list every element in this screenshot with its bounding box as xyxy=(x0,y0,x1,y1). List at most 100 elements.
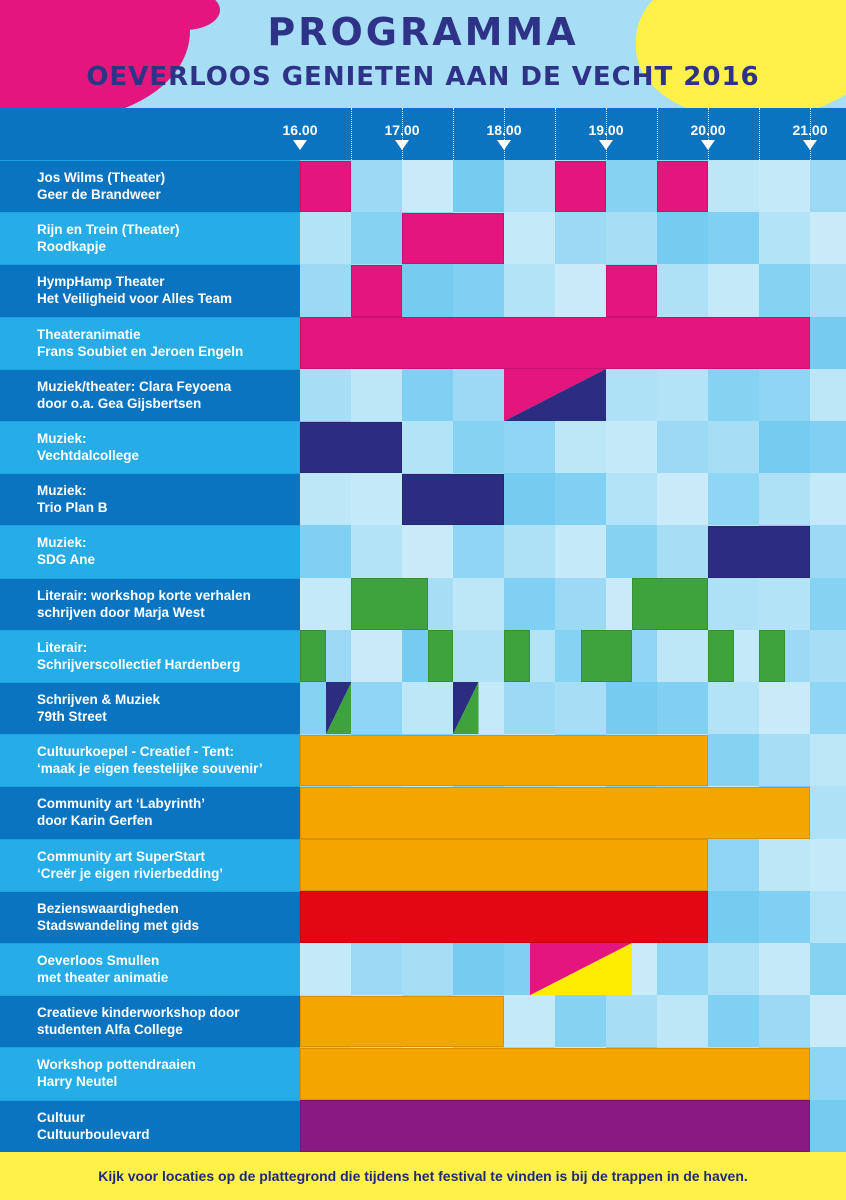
half-hour-divider xyxy=(810,108,811,160)
activity-detail: SDG Ane xyxy=(37,552,96,568)
grid-cell xyxy=(810,421,846,474)
grid-cell xyxy=(555,682,607,735)
upper-triangle xyxy=(504,368,606,421)
grid-cell xyxy=(708,577,760,631)
grid-cell xyxy=(759,577,811,631)
grid-cell xyxy=(759,943,811,996)
time-slot xyxy=(427,630,453,682)
grid-cell xyxy=(300,525,352,579)
grid-cell xyxy=(810,943,846,996)
time-arrow-icon xyxy=(395,140,409,150)
split-time-slot xyxy=(325,682,351,735)
time-slot xyxy=(300,317,810,369)
grid-cell xyxy=(708,421,760,474)
grid-cell xyxy=(810,682,846,735)
grid-cell xyxy=(759,473,811,526)
grid-cell xyxy=(504,160,556,213)
grid-cell xyxy=(810,1047,846,1101)
grid-cell xyxy=(606,368,658,422)
activity-detail: Geer de Brandweer xyxy=(37,187,161,202)
activity-label: Muziek/theater: Clara Feyoena door o.a. G… xyxy=(0,368,300,422)
time-arrow-icon xyxy=(293,140,307,150)
activity-detail: schrijven door Marja West xyxy=(37,604,205,620)
activity-label: Literair: Schrijverscollectief Hardenberg xyxy=(0,629,300,683)
activity-name: Workshop pottendraaien xyxy=(37,1057,196,1073)
grid-cell xyxy=(504,995,556,1048)
grid-cell xyxy=(402,421,454,474)
activity-label: Oeverloos Smullen met theater animatie xyxy=(0,943,300,996)
grid-cell xyxy=(351,160,403,213)
time-slot xyxy=(402,212,504,265)
time-arrow-icon xyxy=(803,140,817,150)
half-hour-divider xyxy=(402,108,403,160)
header: PROGRAMMA OEVERLOOS GENIETEN AAN DE VECH… xyxy=(0,0,846,108)
time-slot xyxy=(351,264,402,317)
grid-cell xyxy=(453,160,505,213)
grid-cell xyxy=(657,264,709,318)
grid-cell xyxy=(300,473,352,526)
grid-cell xyxy=(351,473,403,526)
time-slot xyxy=(606,264,657,317)
activity-detail: Harry Neutel xyxy=(37,1074,118,1090)
grid-cell xyxy=(810,995,846,1048)
grid-cell xyxy=(453,421,505,474)
grid-cell xyxy=(657,995,709,1048)
time-slot xyxy=(580,630,632,682)
page-title: PROGRAMMA xyxy=(267,10,579,54)
time-slot xyxy=(300,995,504,1048)
half-hour-divider xyxy=(606,108,607,160)
activity-detail: Het Veiligheid voor Alles Team xyxy=(37,291,233,307)
grid-cell xyxy=(453,577,505,631)
activity-label: HympHamp Theater Het Veiligheid voor Alle… xyxy=(0,264,300,317)
activity-name: Theateranimatie xyxy=(37,326,141,342)
activity-detail: Trio Plan B xyxy=(37,500,108,516)
time-arrow-icon xyxy=(497,140,511,150)
grid-cell xyxy=(810,838,846,892)
half-hour-divider xyxy=(708,108,709,160)
activity-label: Theateranimatie Frans Soubiet en Jeroen E… xyxy=(0,316,300,370)
activity-detail: Cultuurboulevard xyxy=(37,1126,150,1142)
half-hour-divider xyxy=(759,108,760,160)
grid-cell xyxy=(504,421,556,474)
split-time-slot xyxy=(504,368,606,421)
activity-label: Creatieve kinderworkshop door studenten A… xyxy=(0,995,300,1048)
activity-detail: Schrijverscollectief Hardenberg xyxy=(37,656,241,672)
grid-cell xyxy=(606,421,658,474)
grid-cell xyxy=(810,473,846,526)
grid-cell xyxy=(708,368,760,422)
activity-detail: Stadswandeling met gids xyxy=(37,917,200,933)
activity-label: Community art ‘Labyrinth’ door Karin Gerf… xyxy=(0,786,300,839)
time-slot xyxy=(300,160,351,213)
grid-cell xyxy=(351,682,403,735)
time-slot xyxy=(351,578,428,630)
time-slot xyxy=(300,1047,810,1100)
grid-cell xyxy=(504,577,556,631)
activity-detail: studenten Alfa College xyxy=(37,1022,183,1038)
activity-name: Creatieve kinderworkshop door xyxy=(37,1005,240,1021)
grid-cell xyxy=(759,368,811,422)
upper-triangle xyxy=(453,682,479,735)
activity-name: Cultuurkoepel - Creatief - Tent: xyxy=(37,744,235,760)
grid-cell xyxy=(708,734,760,787)
time-arrow-icon xyxy=(599,140,613,150)
grid-cell xyxy=(300,368,352,422)
activity-name: HympHamp Theater xyxy=(37,274,165,290)
time-label: 18.00 xyxy=(486,122,522,138)
grid-cell xyxy=(555,421,607,474)
activity-label: Cultuurkoepel - Creatief - Tent: ‘maak je… xyxy=(0,734,300,787)
activity-label: Workshop pottendraaien Harry Neutel xyxy=(0,1047,300,1101)
time-arrow-icon xyxy=(701,140,715,150)
activity-detail: Vechtdalcollege xyxy=(37,448,140,463)
time-axis xyxy=(300,108,846,160)
grid-cell xyxy=(708,473,760,526)
activity-label: Muziek: Trio Plan B xyxy=(0,473,300,526)
grid-cell xyxy=(402,943,454,996)
time-slot xyxy=(631,578,708,630)
activity-label: Community art SuperStart ‘Creër je eigen … xyxy=(0,838,300,892)
upper-triangle xyxy=(529,943,632,996)
footer-note: Kijk voor locaties op de plattegrond die… xyxy=(98,1168,748,1184)
activity-detail: Frans Soubiet en Jeroen Engeln xyxy=(37,343,244,359)
grid-cell xyxy=(759,212,811,265)
grid-cell xyxy=(606,682,658,735)
grid-cell xyxy=(810,629,846,683)
